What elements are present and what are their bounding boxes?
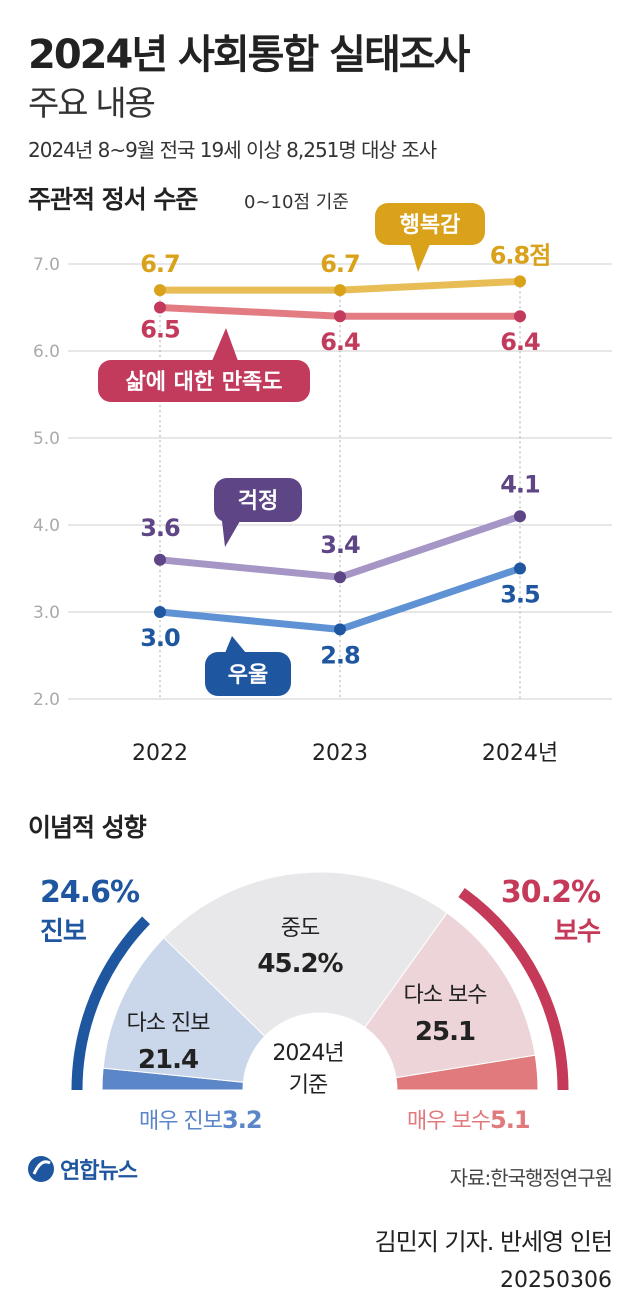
- y-tick-label: 2.0: [33, 690, 60, 710]
- data-label: 2.8: [320, 641, 360, 669]
- very-progressive-label: 매우 진보: [139, 1109, 223, 1134]
- section-title-ideology: 이념적 성향: [28, 813, 147, 842]
- progressive-arc: [71, 916, 150, 1091]
- data-point: [514, 275, 526, 288]
- slice-label: 중도: [281, 916, 320, 941]
- legend-callout: [375, 203, 485, 245]
- data-label: 6.7: [140, 250, 180, 278]
- logo-globe-icon: [28, 1156, 54, 1182]
- data-point: [154, 284, 166, 297]
- byline: 김민지 기자. 반세영 인턴: [374, 1228, 613, 1256]
- legend-callout: [98, 360, 310, 402]
- legend-callout: [214, 478, 302, 522]
- data-label: 3.0: [140, 624, 180, 652]
- data-point: [334, 284, 346, 297]
- logo-text: 연합뉴스: [60, 1159, 138, 1184]
- slice-value: 21.4: [138, 1045, 198, 1075]
- section-note: 0~10점 기준: [244, 192, 349, 213]
- date: 20250306: [500, 1268, 612, 1293]
- y-tick-label: 6.0: [33, 342, 60, 362]
- data-label: 6.4: [320, 328, 360, 356]
- legend-label: 우울: [228, 663, 268, 688]
- data-point: [154, 553, 166, 566]
- survey-description: 2024년 8~9월 전국 19세 이상 8,251명 대상 조사: [28, 138, 437, 162]
- data-point: [154, 301, 166, 314]
- slice-label: 다소 진보: [127, 1011, 211, 1036]
- data-label: 3.5: [500, 581, 540, 609]
- section-title-emotion: 주관적 정서 수준: [28, 185, 198, 214]
- data-point: [154, 606, 166, 618]
- data-label: 6.5: [140, 316, 180, 344]
- legend-label: 행복감: [400, 213, 461, 238]
- data-label: 3.4: [320, 531, 360, 559]
- data-point: [334, 623, 346, 636]
- y-tick-label: 7.0: [33, 255, 60, 275]
- page-title: 2024년 사회통합 실태조사: [28, 32, 470, 78]
- data-point: [514, 562, 526, 575]
- data-label: 6.4: [500, 328, 540, 356]
- conservative-total: 30.2%: [501, 875, 601, 910]
- x-tick-label: 2023: [312, 741, 368, 766]
- center-label: 2024년: [272, 1041, 343, 1066]
- very-conservative-label: 매우 보수: [407, 1109, 491, 1134]
- callout-tail: [212, 328, 238, 361]
- x-tick-label: 2022: [132, 741, 188, 766]
- y-tick-label: 5.0: [33, 429, 60, 449]
- conservative-label: 보수: [554, 917, 600, 947]
- page-subtitle: 주요 내용: [28, 84, 156, 124]
- y-tick-label: 4.0: [33, 516, 60, 536]
- very-progressive-value: 3.2: [222, 1106, 262, 1134]
- slice-value: 25.1: [415, 1017, 475, 1047]
- data-point: [334, 571, 346, 584]
- legend-label: 걱정: [238, 489, 278, 514]
- very-conservative-value: 5.1: [490, 1106, 530, 1134]
- pie-slice: [395, 1054, 539, 1091]
- data-point: [514, 510, 526, 523]
- progressive-label: 진보: [40, 917, 87, 947]
- legend-callout: [205, 652, 291, 696]
- center-label: 기준: [289, 1073, 328, 1098]
- y-tick-label: 3.0: [33, 603, 60, 623]
- slice-label: 다소 보수: [404, 983, 488, 1008]
- pie-slice: [163, 871, 448, 1037]
- callout-tail: [225, 636, 246, 653]
- conservative-arc: [458, 888, 569, 1091]
- data-label: 6.7: [320, 250, 360, 278]
- pie-slice: [364, 912, 536, 1079]
- logo: 연합뉴스: [26, 1153, 138, 1185]
- data-point: [514, 310, 526, 323]
- x-tick-label: 2024년: [482, 741, 558, 766]
- source-text: 자료:한국행정연구원: [449, 1166, 613, 1190]
- data-label: 3.6: [140, 514, 180, 542]
- legend-label: 삶에 대한 만족도: [126, 370, 283, 395]
- slice-value: 45.2%: [257, 949, 343, 979]
- callout-tail: [222, 521, 240, 547]
- progressive-total: 24.6%: [40, 875, 140, 910]
- data-label: 4.1: [500, 470, 540, 498]
- data-point: [334, 310, 346, 323]
- callout-tail: [410, 244, 430, 272]
- data-label: 6.8점: [490, 241, 551, 269]
